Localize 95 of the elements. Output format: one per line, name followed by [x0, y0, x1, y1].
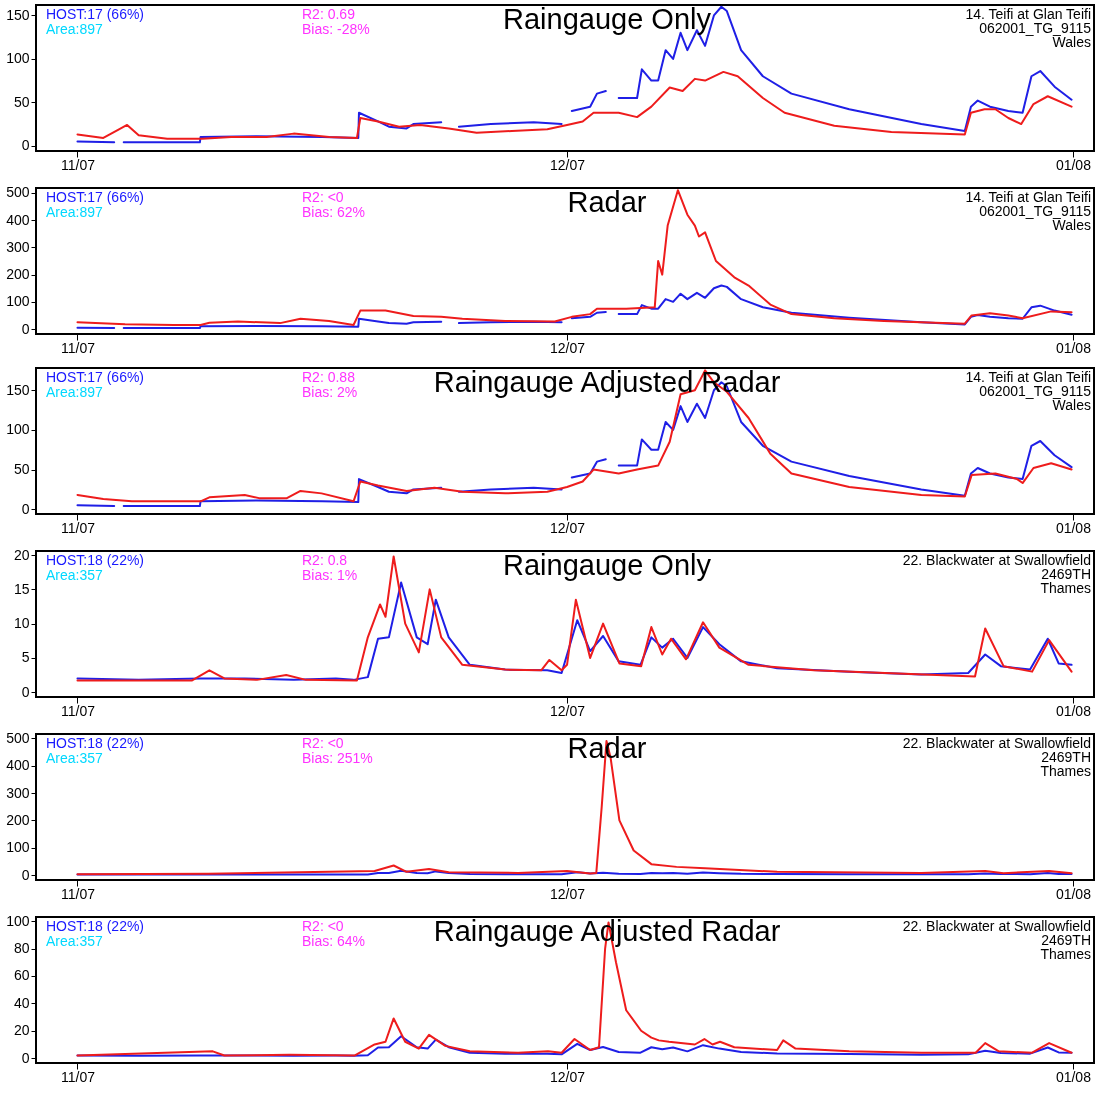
annotation: Bias: 64% — [302, 933, 366, 949]
x-tick-label: 11/07 — [60, 702, 96, 719]
y-tick-label: 100 — [6, 421, 30, 438]
line-series — [76, 70, 1073, 140]
annotation: R2: 0.8 — [302, 552, 348, 568]
y-tick-label: 0 — [21, 320, 30, 337]
annotation: Bias: -28% — [302, 21, 370, 37]
y-tick-label: 0 — [21, 866, 30, 883]
x-tick-label: 12/07 — [550, 885, 586, 902]
y-tick-label: 80 — [13, 940, 30, 957]
annotation: HOST:18 (22%) — [46, 918, 145, 934]
annotation: R2: <0 — [302, 735, 344, 751]
x-tick-label: 11/07 — [60, 1068, 96, 1085]
y-tick-label: 150 — [6, 381, 30, 398]
y-tick-label: 40 — [13, 994, 30, 1011]
annotation: Wales — [1052, 217, 1091, 233]
y-tick-label: 200 — [6, 811, 30, 828]
y-tick-label: 0 — [21, 500, 30, 517]
annotation: HOST:17 (66%) — [46, 369, 145, 385]
y-tick-label: 100 — [6, 912, 30, 929]
x-tick-label: 01/08 — [1055, 885, 1092, 902]
y-tick-label: 150 — [6, 6, 30, 23]
y-tick-label: 0 — [21, 683, 30, 700]
annotation: R2: <0 — [302, 918, 344, 934]
y-tick-label: 500 — [6, 729, 30, 746]
annotation: R2: 0.69 — [302, 6, 356, 22]
y-tick-label: 5 — [21, 649, 30, 666]
chart-title: Raingauge Only — [503, 549, 712, 581]
x-tick-label: 12/07 — [550, 156, 586, 173]
y-tick-label: 100 — [6, 293, 30, 310]
annotation: Area:897 — [46, 21, 104, 37]
y-tick-label: 15 — [13, 580, 30, 597]
y-tick-label: 0 — [21, 137, 30, 154]
y-tick-label: 50 — [13, 461, 30, 478]
annotation: Area:897 — [46, 384, 104, 400]
annotation: Thames — [1040, 580, 1091, 596]
annotation: Bias: 1% — [302, 567, 358, 583]
annotation: HOST:17 (66%) — [46, 6, 145, 22]
annotation: HOST:17 (66%) — [46, 189, 145, 205]
annotation: Bias: 2% — [302, 384, 358, 400]
annotation: R2: 0.88 — [302, 369, 356, 385]
x-tick-label: 01/08 — [1055, 702, 1092, 719]
y-tick-label: 60 — [13, 967, 30, 984]
y-tick-label: 10 — [13, 615, 30, 632]
annotation: Bias: 251% — [302, 750, 373, 766]
y-tick-label: 20 — [13, 546, 30, 563]
annotation: Wales — [1052, 397, 1091, 413]
x-tick-label: 01/08 — [1055, 519, 1092, 536]
y-tick-label: 200 — [6, 266, 30, 283]
x-tick-label: 11/07 — [60, 519, 96, 536]
annotation: Bias: 62% — [302, 204, 366, 220]
y-tick-label: 100 — [6, 839, 30, 856]
annotation: HOST:18 (22%) — [46, 735, 145, 751]
annotation: 14. Teifi at Glan Teifi — [965, 6, 1091, 22]
x-tick-label: 12/07 — [550, 702, 586, 719]
x-tick-label: 11/07 — [60, 885, 96, 902]
x-tick-label: 12/07 — [550, 519, 586, 536]
x-tick-label: 11/07 — [60, 156, 96, 173]
x-tick-label: 01/08 — [1055, 156, 1092, 173]
y-tick-label: 100 — [6, 50, 30, 67]
x-tick-label: 12/07 — [550, 1068, 586, 1085]
annotation: 062001_TG_9115 — [979, 383, 1092, 399]
x-tick-label: 12/07 — [550, 339, 586, 356]
annotation: R2: <0 — [302, 189, 344, 205]
chart-title: Radar — [567, 186, 647, 218]
annotation: 062001_TG_9115 — [979, 203, 1092, 219]
y-tick-label: 20 — [13, 1022, 30, 1039]
annotation: HOST:18 (22%) — [46, 552, 145, 568]
annotation: 14. Teifi at Glan Teifi — [965, 369, 1091, 385]
annotation: Area:357 — [46, 933, 104, 949]
annotation: 062001_TG_9115 — [979, 20, 1092, 36]
chart-title: Raingauge Only — [503, 3, 712, 35]
annotation: 2469TH — [1041, 749, 1091, 765]
annotation: 22. Blackwater at Swallowfield — [902, 735, 1091, 751]
annotation: 22. Blackwater at Swallowfield — [902, 918, 1091, 934]
y-tick-label: 0 — [21, 1049, 30, 1066]
annotation: 22. Blackwater at Swallowfield — [902, 552, 1091, 568]
annotation: Area:357 — [46, 750, 104, 766]
x-tick-label: 01/08 — [1055, 1068, 1092, 1085]
annotation: Thames — [1040, 946, 1091, 962]
annotation: 2469TH — [1041, 566, 1091, 582]
x-tick-label: 01/08 — [1055, 339, 1092, 356]
x-tick-label: 11/07 — [60, 339, 96, 356]
annotation: Wales — [1052, 34, 1091, 50]
annotation: 14. Teifi at Glan Teifi — [965, 189, 1091, 205]
annotation: 2469TH — [1041, 932, 1091, 948]
y-tick-label: 500 — [6, 184, 30, 201]
annotation: Thames — [1040, 763, 1091, 779]
annotation: Area:357 — [46, 567, 104, 583]
y-tick-label: 400 — [6, 757, 30, 774]
y-tick-label: 50 — [13, 93, 30, 110]
y-tick-label: 300 — [6, 238, 30, 255]
y-tick-label: 300 — [6, 784, 30, 801]
annotation: Area:897 — [46, 204, 104, 220]
y-tick-label: 400 — [6, 211, 30, 228]
